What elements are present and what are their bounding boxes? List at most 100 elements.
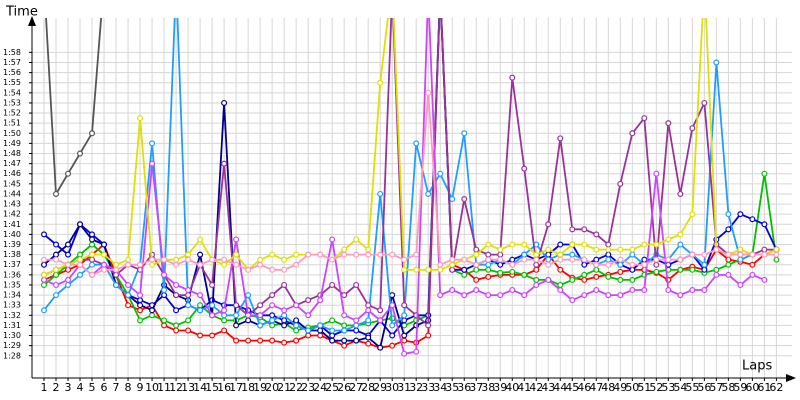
lap-point [293, 337, 300, 344]
lap-point [173, 307, 180, 314]
lap-point [65, 251, 72, 258]
x-tick-label: 40 [505, 381, 519, 394]
lap-point [329, 327, 336, 334]
lap-point [569, 251, 576, 258]
lap-point [77, 251, 84, 258]
lap-point [221, 261, 228, 268]
x-tick-label: 45 [565, 381, 579, 394]
x-tick-label: 51 [637, 381, 651, 394]
lap-point [593, 287, 600, 294]
lap-point [761, 246, 768, 253]
x-tick-label: 10 [145, 381, 159, 394]
lap-point [485, 261, 492, 268]
lap-point [509, 287, 516, 294]
lap-point [629, 251, 636, 258]
lap-point [473, 266, 480, 273]
lap-point [593, 261, 600, 268]
lap-point [185, 327, 192, 334]
lap-point [317, 322, 324, 329]
y-tick-label: 1:58 [3, 48, 21, 57]
lap-point [701, 251, 708, 258]
lap-point [317, 332, 324, 339]
lap-point [293, 327, 300, 334]
lap-point [521, 251, 528, 258]
lap-point [89, 261, 96, 268]
lap-point [605, 241, 612, 248]
lap-point [269, 266, 276, 273]
x-tick-label: 2 [53, 381, 60, 394]
lap-point [257, 337, 264, 344]
lap-point [113, 281, 120, 288]
lap-point [437, 292, 444, 299]
x-tick-label: 14 [193, 381, 207, 394]
lap-point [305, 297, 312, 304]
y-tick-label: 1:52 [3, 109, 21, 118]
y-tick-label: 1:43 [3, 200, 21, 209]
lap-point [449, 266, 456, 273]
x-tick-label: 55 [685, 381, 699, 394]
lap-point [233, 337, 240, 344]
lap-point [629, 261, 636, 268]
y-tick-label: 1:33 [3, 301, 21, 310]
lap-point [401, 266, 408, 273]
lap-point [629, 287, 636, 294]
y-axis-arrow [28, 16, 36, 26]
lap-point [761, 170, 768, 177]
y-tick-label: 1:32 [3, 311, 21, 320]
lap-point [509, 241, 516, 248]
y-tick-label: 1:46 [3, 169, 21, 178]
lap-point [461, 256, 468, 263]
y-tick-label: 1:44 [3, 189, 21, 198]
lap-point [497, 256, 504, 263]
lap-point [581, 241, 588, 248]
x-tick-label: 5 [89, 381, 96, 394]
x-tick-label: 36 [457, 381, 471, 394]
lap-point [353, 327, 360, 334]
x-axis-label: Laps [742, 359, 772, 374]
x-tick-label: 61 [757, 381, 771, 394]
x-tick-label: 49 [613, 381, 627, 394]
lap-point [713, 59, 720, 66]
lap-point [749, 216, 756, 223]
x-tick-label: 13 [181, 381, 195, 394]
lap-point [365, 251, 372, 258]
lap-point [293, 302, 300, 309]
lap-point [425, 266, 432, 273]
lap-point [185, 292, 192, 299]
lap-point [749, 271, 756, 278]
lap-point [569, 276, 576, 283]
x-tick-label: 29 [373, 381, 387, 394]
x-tick-label: 17 [229, 381, 243, 394]
lap-point [389, 342, 396, 349]
x-tick-label: 20 [265, 381, 279, 394]
lap-point [569, 297, 576, 304]
lap-point [341, 327, 348, 334]
lap-point [533, 256, 540, 263]
lap-point [605, 261, 612, 268]
lap-point [509, 261, 516, 268]
lap-point [569, 256, 576, 263]
y-tick-label: 1:47 [3, 159, 21, 168]
lap-point [293, 251, 300, 258]
lap-point [665, 236, 672, 243]
x-tick-label: 22 [289, 381, 303, 394]
lap-point [65, 266, 72, 273]
lap-point [653, 268, 660, 275]
lap-point [317, 297, 324, 304]
lap-point [353, 281, 360, 288]
y-tick-label: 1:56 [3, 68, 21, 77]
lap-point [233, 261, 240, 268]
lap-point [521, 256, 528, 263]
lap-point [557, 266, 564, 273]
lap-point [389, 332, 396, 339]
lap-point [353, 251, 360, 258]
lap-point [461, 271, 468, 278]
lap-point [53, 256, 60, 263]
lap-point [41, 307, 48, 314]
lap-point [245, 317, 252, 324]
lap-point [545, 256, 552, 263]
lap-point [521, 292, 528, 299]
lap-point [437, 266, 444, 273]
x-tick-label: 24 [313, 381, 327, 394]
lap-point [545, 221, 552, 228]
